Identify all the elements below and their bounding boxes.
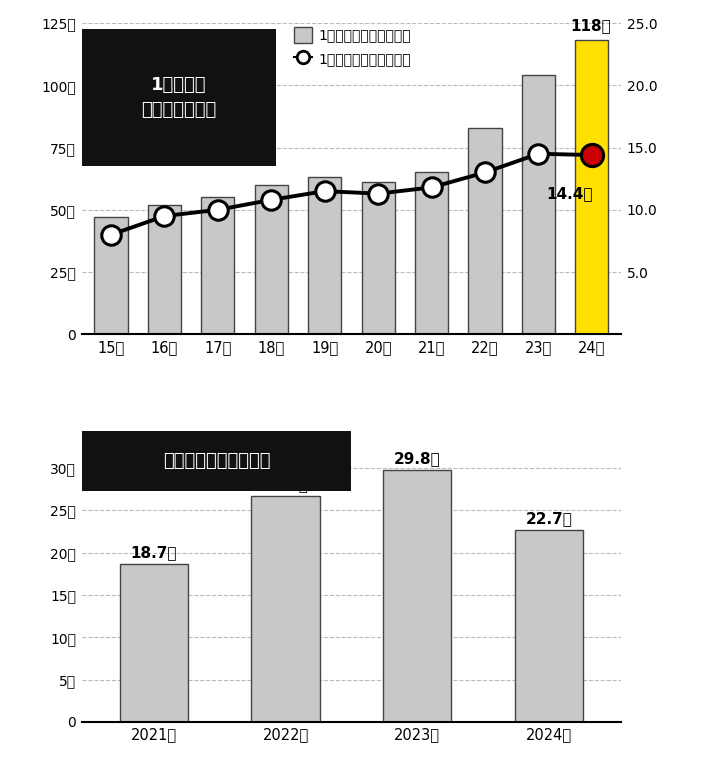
Bar	[522, 75, 555, 334]
Bar	[94, 217, 128, 334]
Bar	[202, 197, 234, 334]
Bar	[515, 530, 583, 722]
Text: 14.4台: 14.4台	[547, 186, 593, 201]
Text: 18.7万: 18.7万	[131, 545, 178, 560]
Bar	[251, 496, 320, 722]
Text: 1店あたり
車両台数と売上: 1店あたり 車両台数と売上	[141, 76, 217, 119]
Bar	[120, 564, 188, 722]
FancyBboxPatch shape	[82, 29, 276, 166]
Bar	[383, 469, 452, 722]
Bar	[308, 177, 342, 334]
Bar	[469, 127, 501, 334]
Text: 月間チャンスロス回数: 月間チャンスロス回数	[163, 452, 271, 470]
FancyBboxPatch shape	[82, 432, 351, 491]
Legend: 1店あたり平均月間売上, 1店あたり平均車両台数: 1店あたり平均月間売上, 1店あたり平均車両台数	[294, 27, 411, 67]
Bar	[148, 205, 181, 334]
Bar	[361, 183, 395, 334]
Bar	[575, 41, 608, 334]
Bar	[415, 173, 448, 334]
Text: 22.7万: 22.7万	[525, 511, 572, 526]
Text: 29.8万: 29.8万	[394, 451, 441, 466]
Text: 118万: 118万	[570, 18, 611, 33]
Bar	[255, 185, 288, 334]
Text: 26.7万: 26.7万	[262, 478, 309, 492]
